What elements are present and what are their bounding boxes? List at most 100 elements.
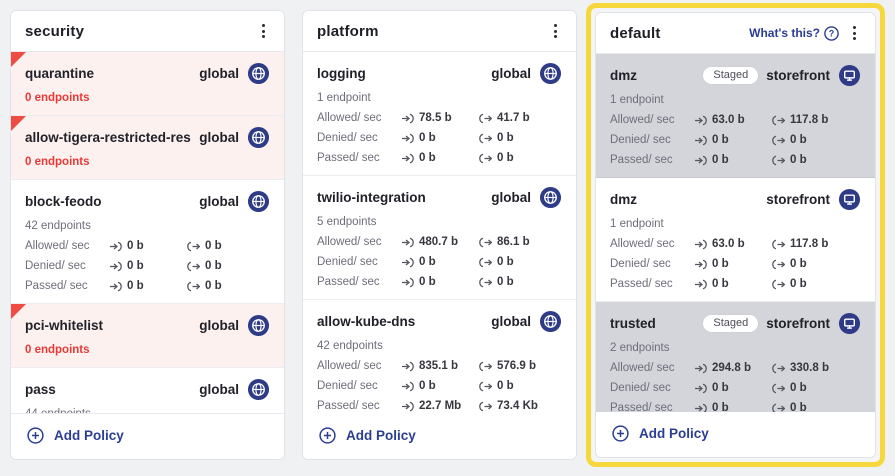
metric-outbound: 0 b [479,132,562,144]
metric-label: Allowed/ sec [610,362,675,374]
policy-name: block-feodo [25,194,102,209]
metric-inbound-value: 480.7 b [419,236,458,248]
metric-outbound: 0 b [187,240,270,252]
metric-inbound-value: 0 b [712,154,729,166]
metric-label: Allowed/ sec [25,240,90,252]
policy-card-title-row: pass global [25,378,270,401]
metric-inbound: 22.7 Mb [401,400,479,412]
policy-scope-label: global [199,318,239,333]
metric-inbound-value: 0 b [419,380,436,392]
traffic-out-icon [772,259,785,270]
globe-icon [247,190,270,213]
policy-card-title-row: twilio-integration global [317,186,562,209]
metric-label: Denied/ sec [25,260,86,272]
globe-icon [247,126,270,149]
traffic-metric-row: Denied/ sec 0 b 0 b [317,256,562,268]
endpoint-count: 0 endpoints [25,92,90,104]
plus-circle-icon [612,425,629,442]
metric-label: Denied/ sec [610,382,671,394]
policy-card[interactable]: block-feodo global 42 endpoints Allowed/ se… [11,180,284,304]
globe-icon [539,62,562,85]
traffic-in-icon [401,277,414,288]
metric-outbound: 0 b [479,276,562,288]
traffic-in-icon [401,237,414,248]
policy-card-title-row: dmz storefront [610,188,861,211]
metric-label: Allowed/ sec [317,360,382,372]
policy-card[interactable]: trusted Staged storefront 2 endpoints Allowe… [596,302,875,412]
metric-outbound: 0 b [772,402,861,412]
policy-card[interactable]: quarantine global 0 endpoints [11,52,284,116]
kebab-menu-icon[interactable] [848,23,861,43]
metric-outbound-value: 330.8 b [790,362,829,374]
metric-inbound: 63.0 b [694,114,772,126]
traffic-metric-row: Passed/ sec 0 b 0 b [317,152,562,164]
tier-title: default [610,24,661,42]
metric-inbound: 78.5 b [401,112,479,124]
policy-card-title-row: allow-kube-dns global [317,310,562,333]
whats-this-link[interactable]: What's this?? [749,25,839,41]
policy-card[interactable]: dmz Staged storefront 1 endpoint Allowed/ se… [596,54,875,178]
tier-column-header: security [11,11,284,52]
traffic-metric-row: Denied/ sec 0 b 0 b [317,132,562,144]
metric-inbound-value: 0 b [127,260,144,272]
policy-name: pci-whitelist [25,318,104,333]
policy-card[interactable]: twilio-integration global 5 endpoints Allow… [303,176,576,300]
policy-name: pass [25,382,56,397]
add-policy-button[interactable]: Add Policy [11,414,284,459]
metric-inbound: 835.1 b [401,360,479,372]
traffic-in-icon [694,259,707,270]
policy-card[interactable]: allow-tigera-restricted-resources global 0… [11,116,284,180]
endpoint-count: 42 endpoints [25,220,91,232]
metric-inbound: 0 b [694,154,772,166]
metric-inbound: 0 b [694,402,772,412]
metric-inbound: 0 b [401,380,479,392]
traffic-out-icon [772,403,785,412]
traffic-out-icon [479,153,492,164]
kebab-menu-icon[interactable] [257,21,270,41]
policy-scope-label: global [199,382,239,397]
policy-scope-label: global [199,130,239,145]
endpoint-count: 44 endpoints [25,408,91,414]
traffic-metric-row: Passed/ sec 22.7 Mb 73.4 Kb [317,400,562,412]
traffic-out-icon [479,257,492,268]
metric-inbound: 0 b [401,132,479,144]
traffic-in-icon [694,135,707,146]
traffic-in-icon [401,133,414,144]
traffic-in-icon [401,113,414,124]
metric-inbound: 0 b [109,240,187,252]
metric-label: Denied/ sec [317,132,378,144]
metric-label: Denied/ sec [610,134,671,146]
metric-outbound: 0 b [479,256,562,268]
traffic-metric-row: Denied/ sec 0 b 0 b [610,258,861,270]
metric-outbound-value: 0 b [497,152,514,164]
metric-label: Passed/ sec [317,152,380,164]
policy-card[interactable]: allow-kube-dns global 42 endpoints Allowed/… [303,300,576,414]
policy-name: allow-tigera-restricted-resources [25,130,191,145]
monitor-icon [838,312,861,335]
traffic-in-icon [109,281,122,292]
metric-label: Passed/ sec [610,402,673,412]
traffic-out-icon [479,113,492,124]
policy-scope-label: global [199,66,239,81]
metric-inbound-value: 63.0 b [712,114,745,126]
policy-card[interactable]: dmz storefront 1 endpoint Allowed/ sec 63.0 … [596,178,875,302]
metric-outbound-value: 0 b [205,260,222,272]
policy-board: security quarantine global 0 endpoints allow… [10,3,885,467]
traffic-in-icon [694,115,707,126]
traffic-in-icon [109,241,122,252]
add-policy-button[interactable]: Add Policy [303,414,576,459]
policy-scope-label: storefront [766,192,830,207]
tier-card-list: quarantine global 0 endpoints allow-tigera-… [11,52,284,414]
traffic-out-icon [772,239,785,250]
traffic-in-icon [694,363,707,374]
traffic-in-icon [694,155,707,166]
add-policy-button[interactable]: Add Policy [596,412,875,457]
policy-card[interactable]: pci-whitelist global 0 endpoints [11,304,284,368]
metric-inbound-value: 0 b [712,278,729,290]
endpoint-count: 0 endpoints [25,156,90,168]
metric-outbound-value: 0 b [497,132,514,144]
policy-card[interactable]: logging global 1 endpoint Allowed/ sec 78.5 … [303,52,576,176]
traffic-metric-row: Allowed/ sec 63.0 b 117.8 b [610,114,861,126]
kebab-menu-icon[interactable] [549,21,562,41]
